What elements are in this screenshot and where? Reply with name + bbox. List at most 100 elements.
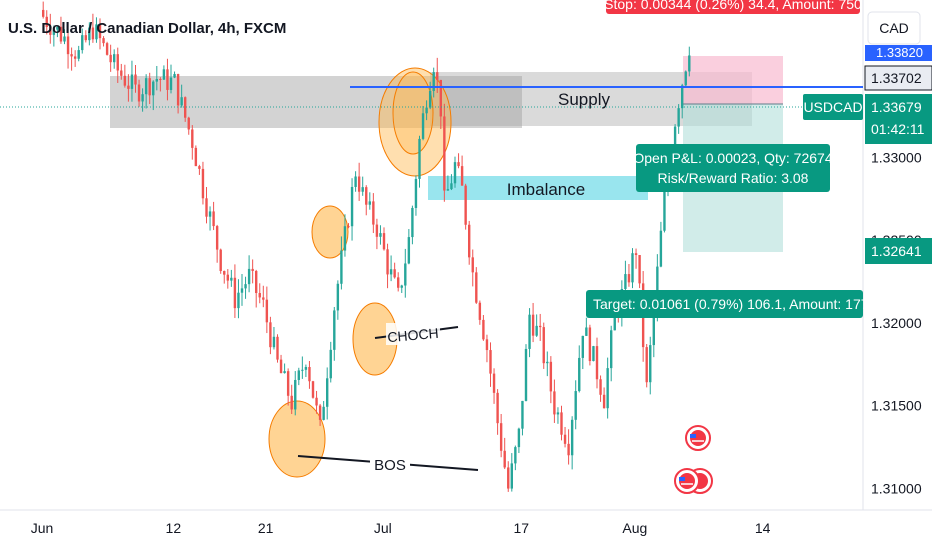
candle	[70, 47, 73, 71]
candle	[471, 249, 474, 287]
target-badge[interactable]: Target: 0.01061 (0.79%) 106.1, Amount: 1…	[586, 290, 888, 318]
candle	[624, 260, 627, 293]
candle	[592, 345, 595, 362]
candle	[389, 255, 393, 282]
candle	[595, 337, 599, 389]
candle	[269, 316, 272, 355]
candle	[514, 445, 517, 471]
position-info-badge[interactable]: Open P&L: 0.00023, Qty: 72674 Risk/Rewar…	[633, 144, 833, 192]
currency-button-label: CAD	[879, 20, 909, 36]
candle	[468, 220, 471, 265]
candle	[127, 74, 130, 102]
candle	[105, 41, 109, 56]
candle	[365, 185, 368, 216]
candle	[560, 405, 563, 441]
candle	[223, 270, 226, 284]
time-tick-label: 17	[513, 520, 529, 536]
candle	[191, 125, 194, 160]
candle	[130, 60, 134, 102]
candle	[84, 30, 87, 43]
target-price-text: 1.32641	[871, 243, 922, 259]
currency-button[interactable]: CAD	[867, 11, 921, 45]
candle	[602, 387, 606, 409]
candle	[524, 344, 528, 402]
candle	[681, 83, 684, 119]
candle	[198, 164, 201, 175]
symbol-badge-text: USDCAD	[803, 99, 862, 115]
target-text: Target: 0.01061 (0.79%) 106.1, Amount: 1…	[593, 296, 888, 312]
candle	[372, 193, 375, 234]
candle	[336, 280, 340, 320]
candle	[258, 283, 261, 304]
highlight-circle-supply-top-outer[interactable]	[378, 67, 452, 177]
candle	[407, 229, 411, 265]
us-flag-event-icon-group[interactable]	[674, 468, 713, 494]
candle	[134, 64, 137, 93]
candle	[414, 175, 418, 216]
candle	[45, 10, 48, 35]
candle	[244, 276, 247, 299]
candle	[350, 178, 354, 241]
candle	[688, 46, 691, 77]
bos-label: BOS	[374, 457, 406, 474]
highlight-circle-first-high[interactable]	[311, 205, 349, 259]
candle	[343, 214, 347, 257]
candle	[297, 367, 300, 386]
bos-label-bg	[370, 453, 410, 475]
price-badge-entry: 1.33702	[864, 65, 932, 91]
candle	[393, 262, 396, 279]
candle	[425, 100, 428, 121]
candle	[208, 206, 212, 231]
candle	[453, 156, 457, 188]
candle	[49, 13, 52, 44]
symbol-badge[interactable]: USDCAD	[803, 94, 863, 120]
candle	[294, 371, 297, 416]
current-price-text: 1.33679	[871, 99, 922, 115]
stop-badge[interactable]: Stop: 0.00344 (0.26%) 34.4, Amount: 750	[604, 0, 862, 14]
candle	[379, 225, 382, 245]
candle	[563, 426, 567, 448]
candle	[237, 279, 240, 319]
candle	[66, 22, 70, 69]
time-tick-labels: Jun 12 21 Jul 17 Aug 14	[31, 520, 771, 536]
candle	[418, 135, 421, 188]
candle	[52, 25, 56, 47]
candle	[535, 314, 538, 337]
candle	[627, 264, 631, 287]
candle	[144, 74, 148, 109]
candle	[81, 28, 84, 54]
target-price-badge: 1.32641	[865, 238, 932, 264]
chart-title: U.S. Dollar / Canadian Dollar, 4h, FXCM	[8, 20, 286, 37]
candle	[318, 403, 322, 426]
candle	[272, 326, 276, 350]
candle	[460, 155, 464, 186]
candle	[265, 286, 269, 334]
candle	[574, 380, 577, 430]
candle	[567, 429, 570, 465]
candle	[329, 341, 332, 383]
candle	[492, 368, 496, 404]
position-pnl-text: Open P&L: 0.00023, Qty: 72674	[633, 150, 832, 166]
candle	[507, 461, 510, 492]
candle	[528, 308, 531, 358]
candle	[588, 324, 592, 366]
candle	[478, 300, 482, 325]
supply-label: Supply	[558, 90, 610, 109]
candle	[42, 1, 45, 19]
candle	[155, 65, 158, 91]
stop-loss-zone[interactable]	[683, 56, 783, 104]
candle	[546, 351, 549, 377]
candle	[63, 29, 66, 45]
us-flag-event-icon[interactable]	[685, 425, 711, 451]
candle	[347, 223, 350, 229]
candle	[109, 44, 112, 72]
price-scale[interactable]	[863, 0, 932, 550]
candle	[286, 368, 290, 406]
candle	[194, 145, 198, 167]
risk-reward-text: Risk/Reward Ratio: 3.08	[658, 170, 809, 186]
stop-text: Stop: 0.00344 (0.26%) 34.4, Amount: 750	[604, 0, 862, 12]
price-tick-label: 1.32000	[871, 315, 922, 331]
candle	[137, 79, 141, 107]
candle	[173, 71, 176, 79]
